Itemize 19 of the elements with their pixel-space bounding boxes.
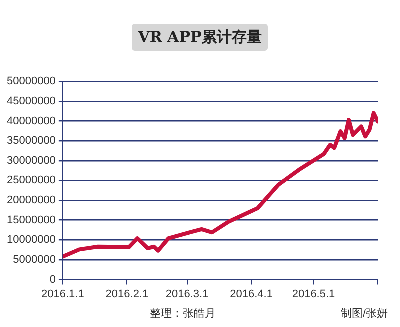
y-tick-label: 25000000 xyxy=(6,174,56,187)
y-tick-label: 15000000 xyxy=(6,214,56,226)
x-tick-label: 2016.2.1 xyxy=(106,288,149,300)
x-tick-label: 2016.1.1 xyxy=(42,288,84,300)
y-tick-label: 5000000 xyxy=(13,254,56,266)
y-tick-label: 40000000 xyxy=(6,115,56,128)
y-tick-label: 30000000 xyxy=(6,154,56,167)
x-tick-label: 2016.4.1 xyxy=(230,288,273,300)
y-tick-label: 35000000 xyxy=(6,135,56,148)
y-tick-label: 20000000 xyxy=(6,194,56,207)
x-tick-label: 2016.3.1 xyxy=(166,288,209,300)
text: 整理：张皓月 xyxy=(150,307,216,321)
chart-title: VR APP累计存量 xyxy=(132,24,268,51)
y-tick-label: 45000000 xyxy=(6,95,56,108)
text: 制图/张妍 xyxy=(340,307,388,321)
x-tick-label: 2016.5.1 xyxy=(292,288,336,300)
y-tick-label: 0 xyxy=(50,274,56,286)
y-tick-label: 50000000 xyxy=(6,76,56,88)
y-tick-label: 10000000 xyxy=(6,234,56,246)
